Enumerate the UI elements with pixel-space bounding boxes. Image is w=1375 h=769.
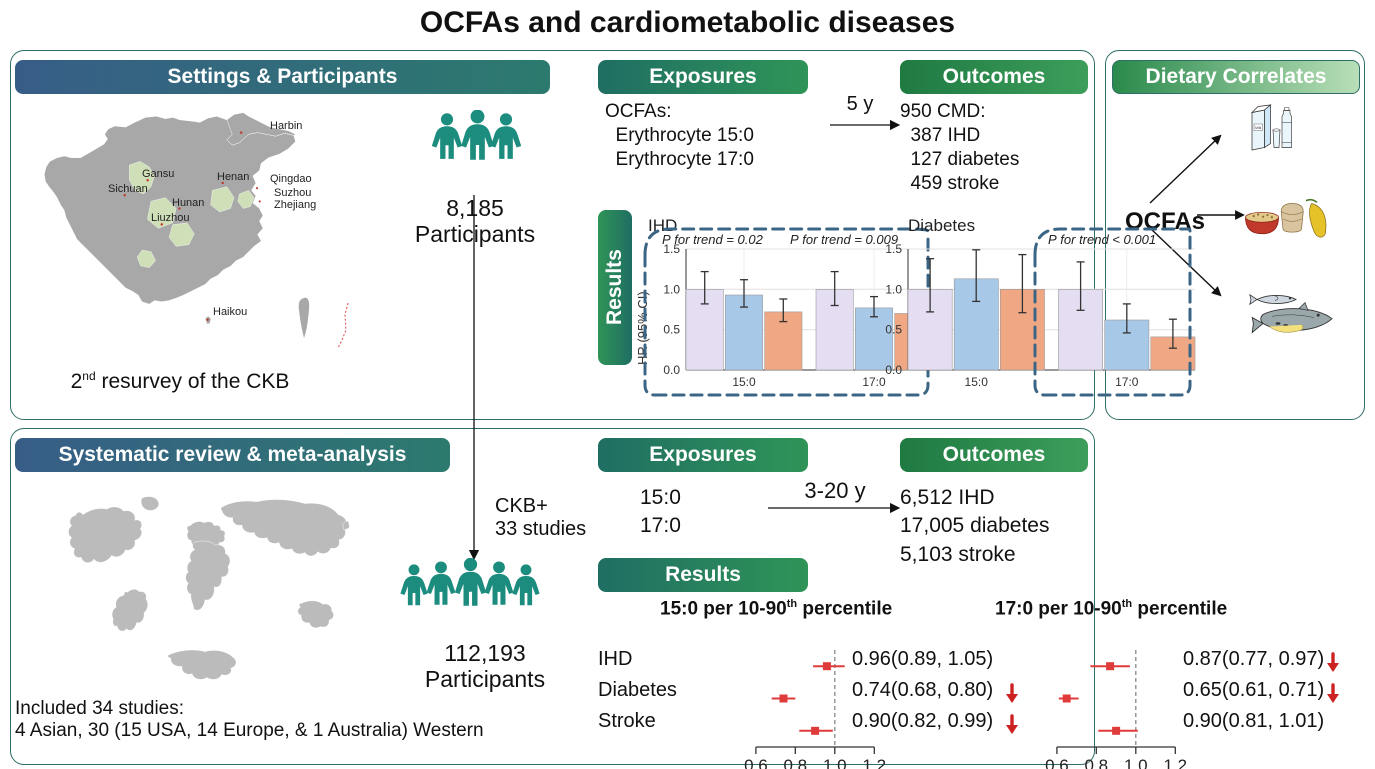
svg-text:1.0: 1.0 xyxy=(823,756,847,769)
svg-text:0.8: 0.8 xyxy=(1084,756,1108,769)
svg-text:15:0: 15:0 xyxy=(732,375,756,389)
svg-text:1.5: 1.5 xyxy=(885,242,902,256)
svg-text:1.0: 1.0 xyxy=(1124,756,1148,769)
svg-text:0.0: 0.0 xyxy=(885,363,902,377)
svg-text:0.5: 0.5 xyxy=(663,323,680,337)
svg-text:0.6: 0.6 xyxy=(744,756,768,769)
svg-text:0.6: 0.6 xyxy=(1045,756,1069,769)
svg-text:1.2: 1.2 xyxy=(1163,756,1187,769)
svg-text:17:0: 17:0 xyxy=(1115,375,1139,389)
svg-text:15:0: 15:0 xyxy=(965,375,989,389)
svg-text:1.0: 1.0 xyxy=(885,282,902,296)
svg-text:1.0: 1.0 xyxy=(663,282,680,296)
svg-text:0.5: 0.5 xyxy=(885,323,902,337)
svg-text:1.2: 1.2 xyxy=(862,756,886,769)
svg-text:0.0: 0.0 xyxy=(663,363,680,377)
svg-text:Milk: Milk xyxy=(1255,126,1261,130)
svg-text:0.8: 0.8 xyxy=(783,756,807,769)
